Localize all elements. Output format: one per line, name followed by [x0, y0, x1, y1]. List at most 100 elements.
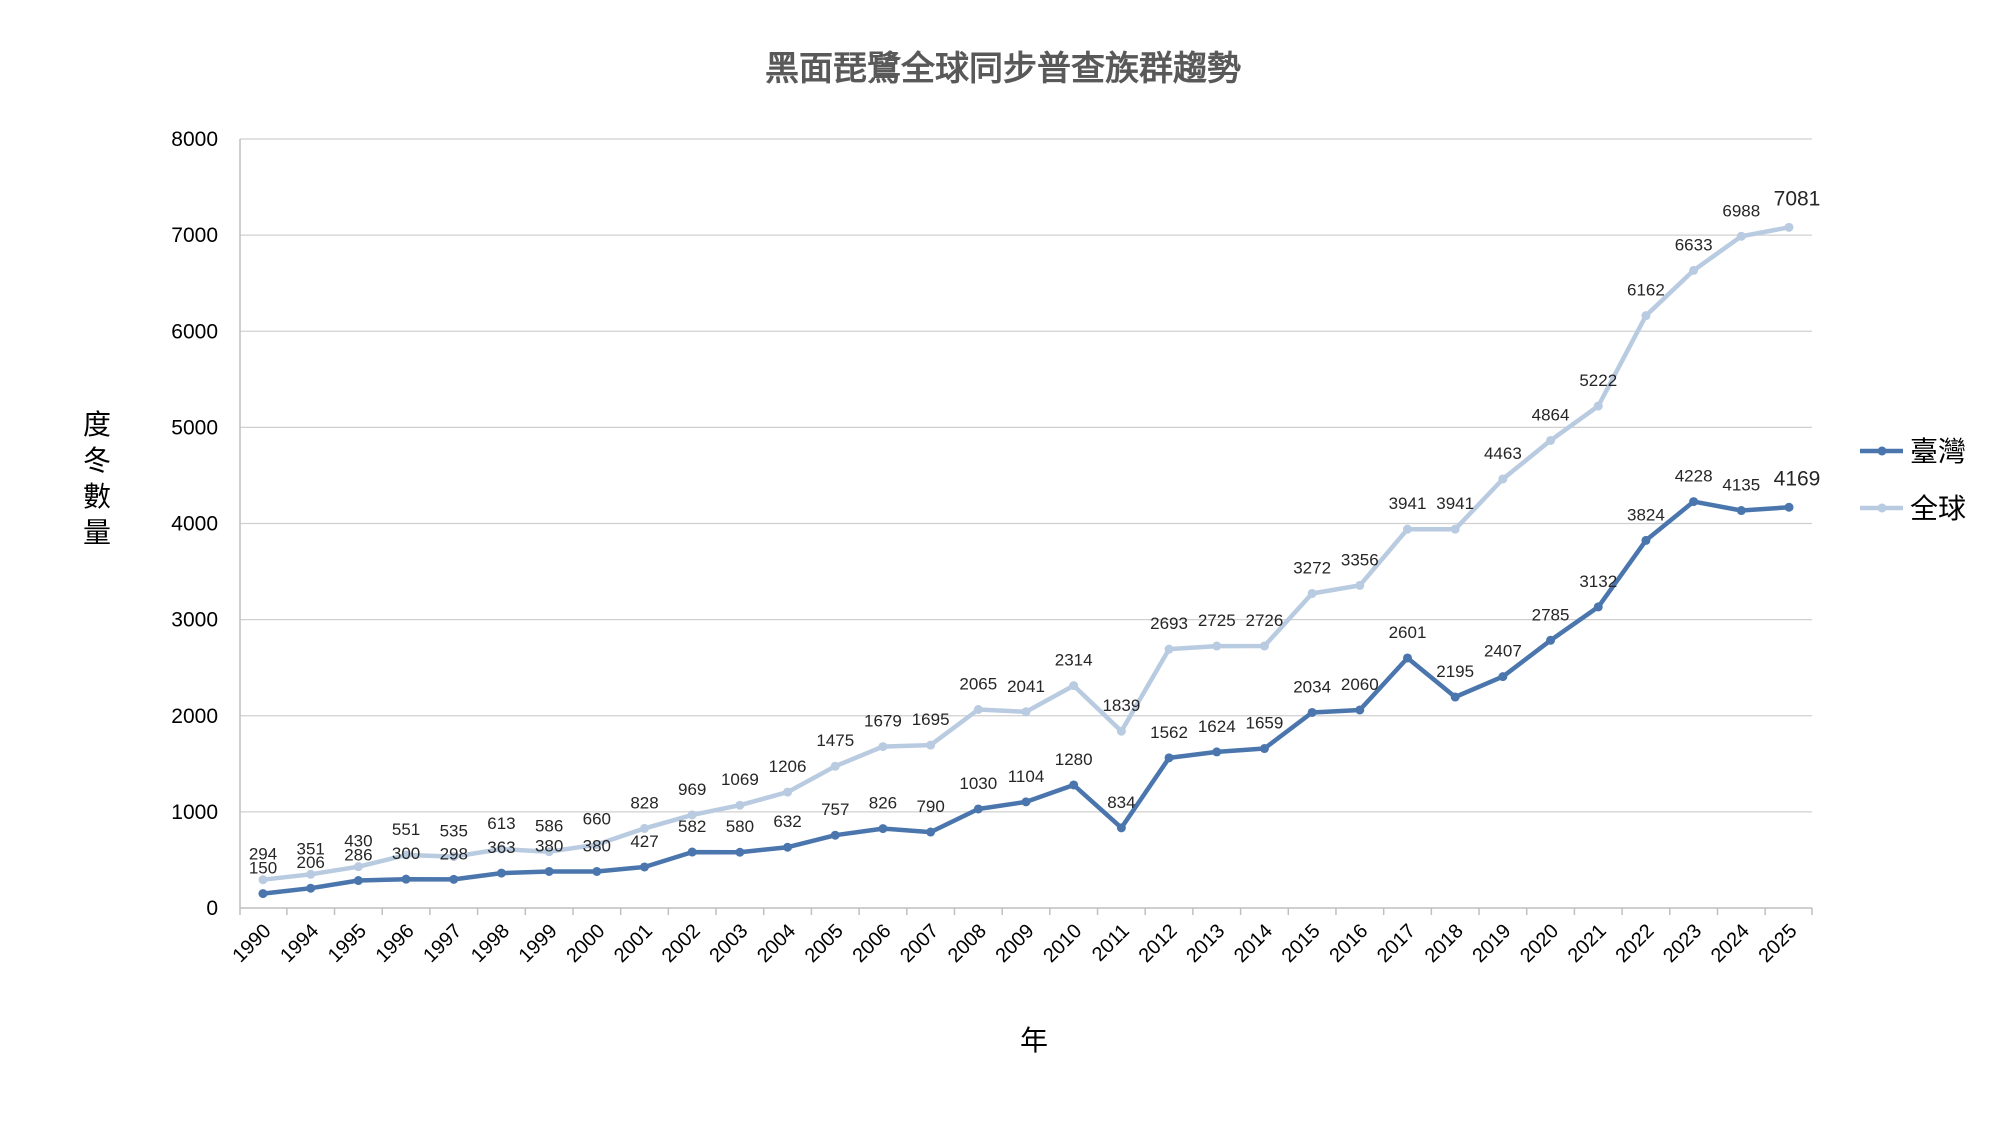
x-tick-label-1990: 1990 — [229, 920, 276, 967]
data-label-全球-2015: 3272 — [1293, 558, 1331, 577]
data-label-臺灣-2016: 2060 — [1341, 675, 1379, 694]
legend-marker-臺灣 — [1877, 446, 1887, 456]
data-point-全球-2018 — [1450, 524, 1460, 534]
data-label-全球-1994: 351 — [297, 839, 325, 858]
data-point-全球-2021 — [1593, 401, 1603, 411]
x-tick-label-2024: 2024 — [1707, 920, 1754, 967]
data-label-全球-2000: 660 — [583, 810, 611, 829]
data-label-臺灣-2007: 790 — [916, 797, 944, 816]
data-label-全球-2005: 1475 — [816, 731, 854, 750]
data-label-全球-2006: 1679 — [864, 712, 902, 731]
data-point-臺灣-2013 — [1212, 747, 1222, 757]
data-point-臺灣-2016 — [1355, 705, 1365, 715]
data-point-臺灣-2006 — [878, 824, 888, 834]
y-tick-labels: 0 1000 2000 3000 4000 5000 6000 7000 8000 — [171, 128, 218, 920]
data-label-全球-1996: 551 — [392, 820, 420, 839]
series — [258, 222, 1794, 899]
x-tick-label-2007: 2007 — [896, 920, 943, 967]
data-point-全球-1997 — [449, 852, 459, 862]
data-label-臺灣-2014: 1659 — [1246, 714, 1284, 733]
x-tick-label-2006: 2006 — [848, 920, 895, 967]
data-point-全球-2012 — [1164, 644, 1174, 654]
data-label-臺灣-2004: 632 — [773, 812, 801, 831]
data-point-全球-1994 — [306, 869, 316, 879]
data-point-全球-2016 — [1355, 580, 1365, 590]
data-label-全球-2025: 7081 — [1774, 187, 1821, 210]
x-tick-label-2010: 2010 — [1039, 920, 1086, 967]
data-label-全球-2016: 3356 — [1341, 550, 1379, 569]
data-point-臺灣-2022 — [1641, 535, 1651, 545]
data-label-臺灣-2003: 580 — [726, 817, 754, 836]
axes — [239, 139, 1813, 915]
data-label-臺灣-2020: 2785 — [1532, 605, 1570, 624]
x-tick-label-2004: 2004 — [753, 920, 800, 967]
data-label-臺灣-1997: 298 — [440, 844, 468, 863]
data-point-臺灣-1996 — [401, 874, 411, 884]
data-point-臺灣-2021 — [1593, 602, 1603, 612]
data-point-全球-1996 — [401, 850, 411, 860]
x-tick-label-2016: 2016 — [1325, 920, 1372, 967]
legend-label-臺灣: 臺灣 — [1910, 435, 1966, 468]
data-label-全球-1990: 294 — [249, 845, 277, 864]
x-tick-labels: 1990 1994 1995 1996 1997 1998 1999 2000 2001 2002… — [229, 920, 1802, 967]
y-tick-label-6000: 6000 — [171, 320, 218, 343]
x-tick-label-2019: 2019 — [1468, 920, 1515, 967]
data-point-臺灣-2012 — [1164, 753, 1174, 763]
data-label-全球-2012: 2693 — [1150, 614, 1188, 633]
data-label-全球-2004: 1206 — [769, 757, 807, 776]
x-tick-label-2017: 2017 — [1373, 920, 1420, 967]
y-tick-label-4000: 4000 — [171, 513, 218, 536]
y-axis-label-char-3: 量 — [83, 516, 111, 549]
data-point-臺灣-2017 — [1403, 653, 1412, 663]
data-point-全球-2002 — [687, 810, 697, 820]
data-label-全球-2019: 4463 — [1484, 444, 1522, 463]
data-label-全球-2001: 828 — [630, 793, 658, 812]
y-tick-label-7000: 7000 — [171, 224, 218, 247]
data-labels: 150 206 286 300 298 363 380 380 427 582 580 632 757 8… — [249, 187, 1821, 877]
data-point-全球-1998 — [496, 844, 506, 854]
data-point-全球-2000 — [592, 840, 602, 850]
x-tick-label-2013: 2013 — [1182, 920, 1229, 967]
data-point-全球-2006 — [878, 742, 888, 752]
data-label-全球-2013: 2725 — [1198, 611, 1236, 630]
data-label-全球-2017: 3941 — [1389, 494, 1427, 513]
data-label-臺灣-2001: 427 — [630, 832, 658, 851]
y-axis-label-char-1: 冬 — [83, 444, 111, 477]
data-label-臺灣-1998: 363 — [487, 838, 515, 857]
data-label-全球-2021: 5222 — [1579, 371, 1617, 390]
data-point-臺灣-2010 — [1069, 780, 1079, 790]
chart-title: 黑面琵鷺全球同步普查族群趨勢 — [765, 49, 1241, 89]
data-point-臺灣-1999 — [544, 866, 554, 876]
x-tick-label-2014: 2014 — [1230, 920, 1277, 967]
x-tick-label-2021: 2021 — [1564, 920, 1611, 967]
data-label-臺灣-1996: 300 — [392, 844, 420, 863]
data-point-全球-2007 — [926, 740, 936, 750]
x-tick-label-1996: 1996 — [372, 920, 419, 967]
y-tick-label-3000: 3000 — [171, 609, 218, 632]
x-tick-label-2015: 2015 — [1278, 920, 1325, 967]
data-point-臺灣-2008 — [973, 804, 983, 814]
data-label-臺灣-2025: 4169 — [1774, 467, 1821, 490]
data-label-臺灣-2002: 582 — [678, 817, 706, 836]
x-tick-label-1994: 1994 — [276, 920, 323, 967]
x-tick-label-2022: 2022 — [1611, 920, 1658, 967]
data-point-全球-2022 — [1641, 311, 1651, 321]
data-label-臺灣-2010: 1280 — [1055, 750, 1093, 769]
data-label-全球-2002: 969 — [678, 780, 706, 799]
y-tick-label-8000: 8000 — [171, 128, 218, 151]
data-point-全球-2019 — [1498, 474, 1508, 484]
data-point-臺灣-2005 — [830, 830, 840, 840]
data-point-臺灣-2025 — [1784, 502, 1794, 512]
data-point-臺灣-2002 — [687, 847, 697, 857]
data-label-臺灣-2000: 380 — [583, 836, 611, 855]
data-label-臺灣-1999: 380 — [535, 836, 563, 855]
data-label-全球-2022: 6162 — [1627, 281, 1665, 300]
data-point-全球-2008 — [973, 705, 983, 715]
data-label-臺灣-1990: 150 — [249, 859, 277, 878]
x-axis-label: 年 — [1020, 1024, 1048, 1057]
data-point-臺灣-2011 — [1116, 823, 1126, 833]
data-point-臺灣-1990 — [258, 889, 268, 899]
